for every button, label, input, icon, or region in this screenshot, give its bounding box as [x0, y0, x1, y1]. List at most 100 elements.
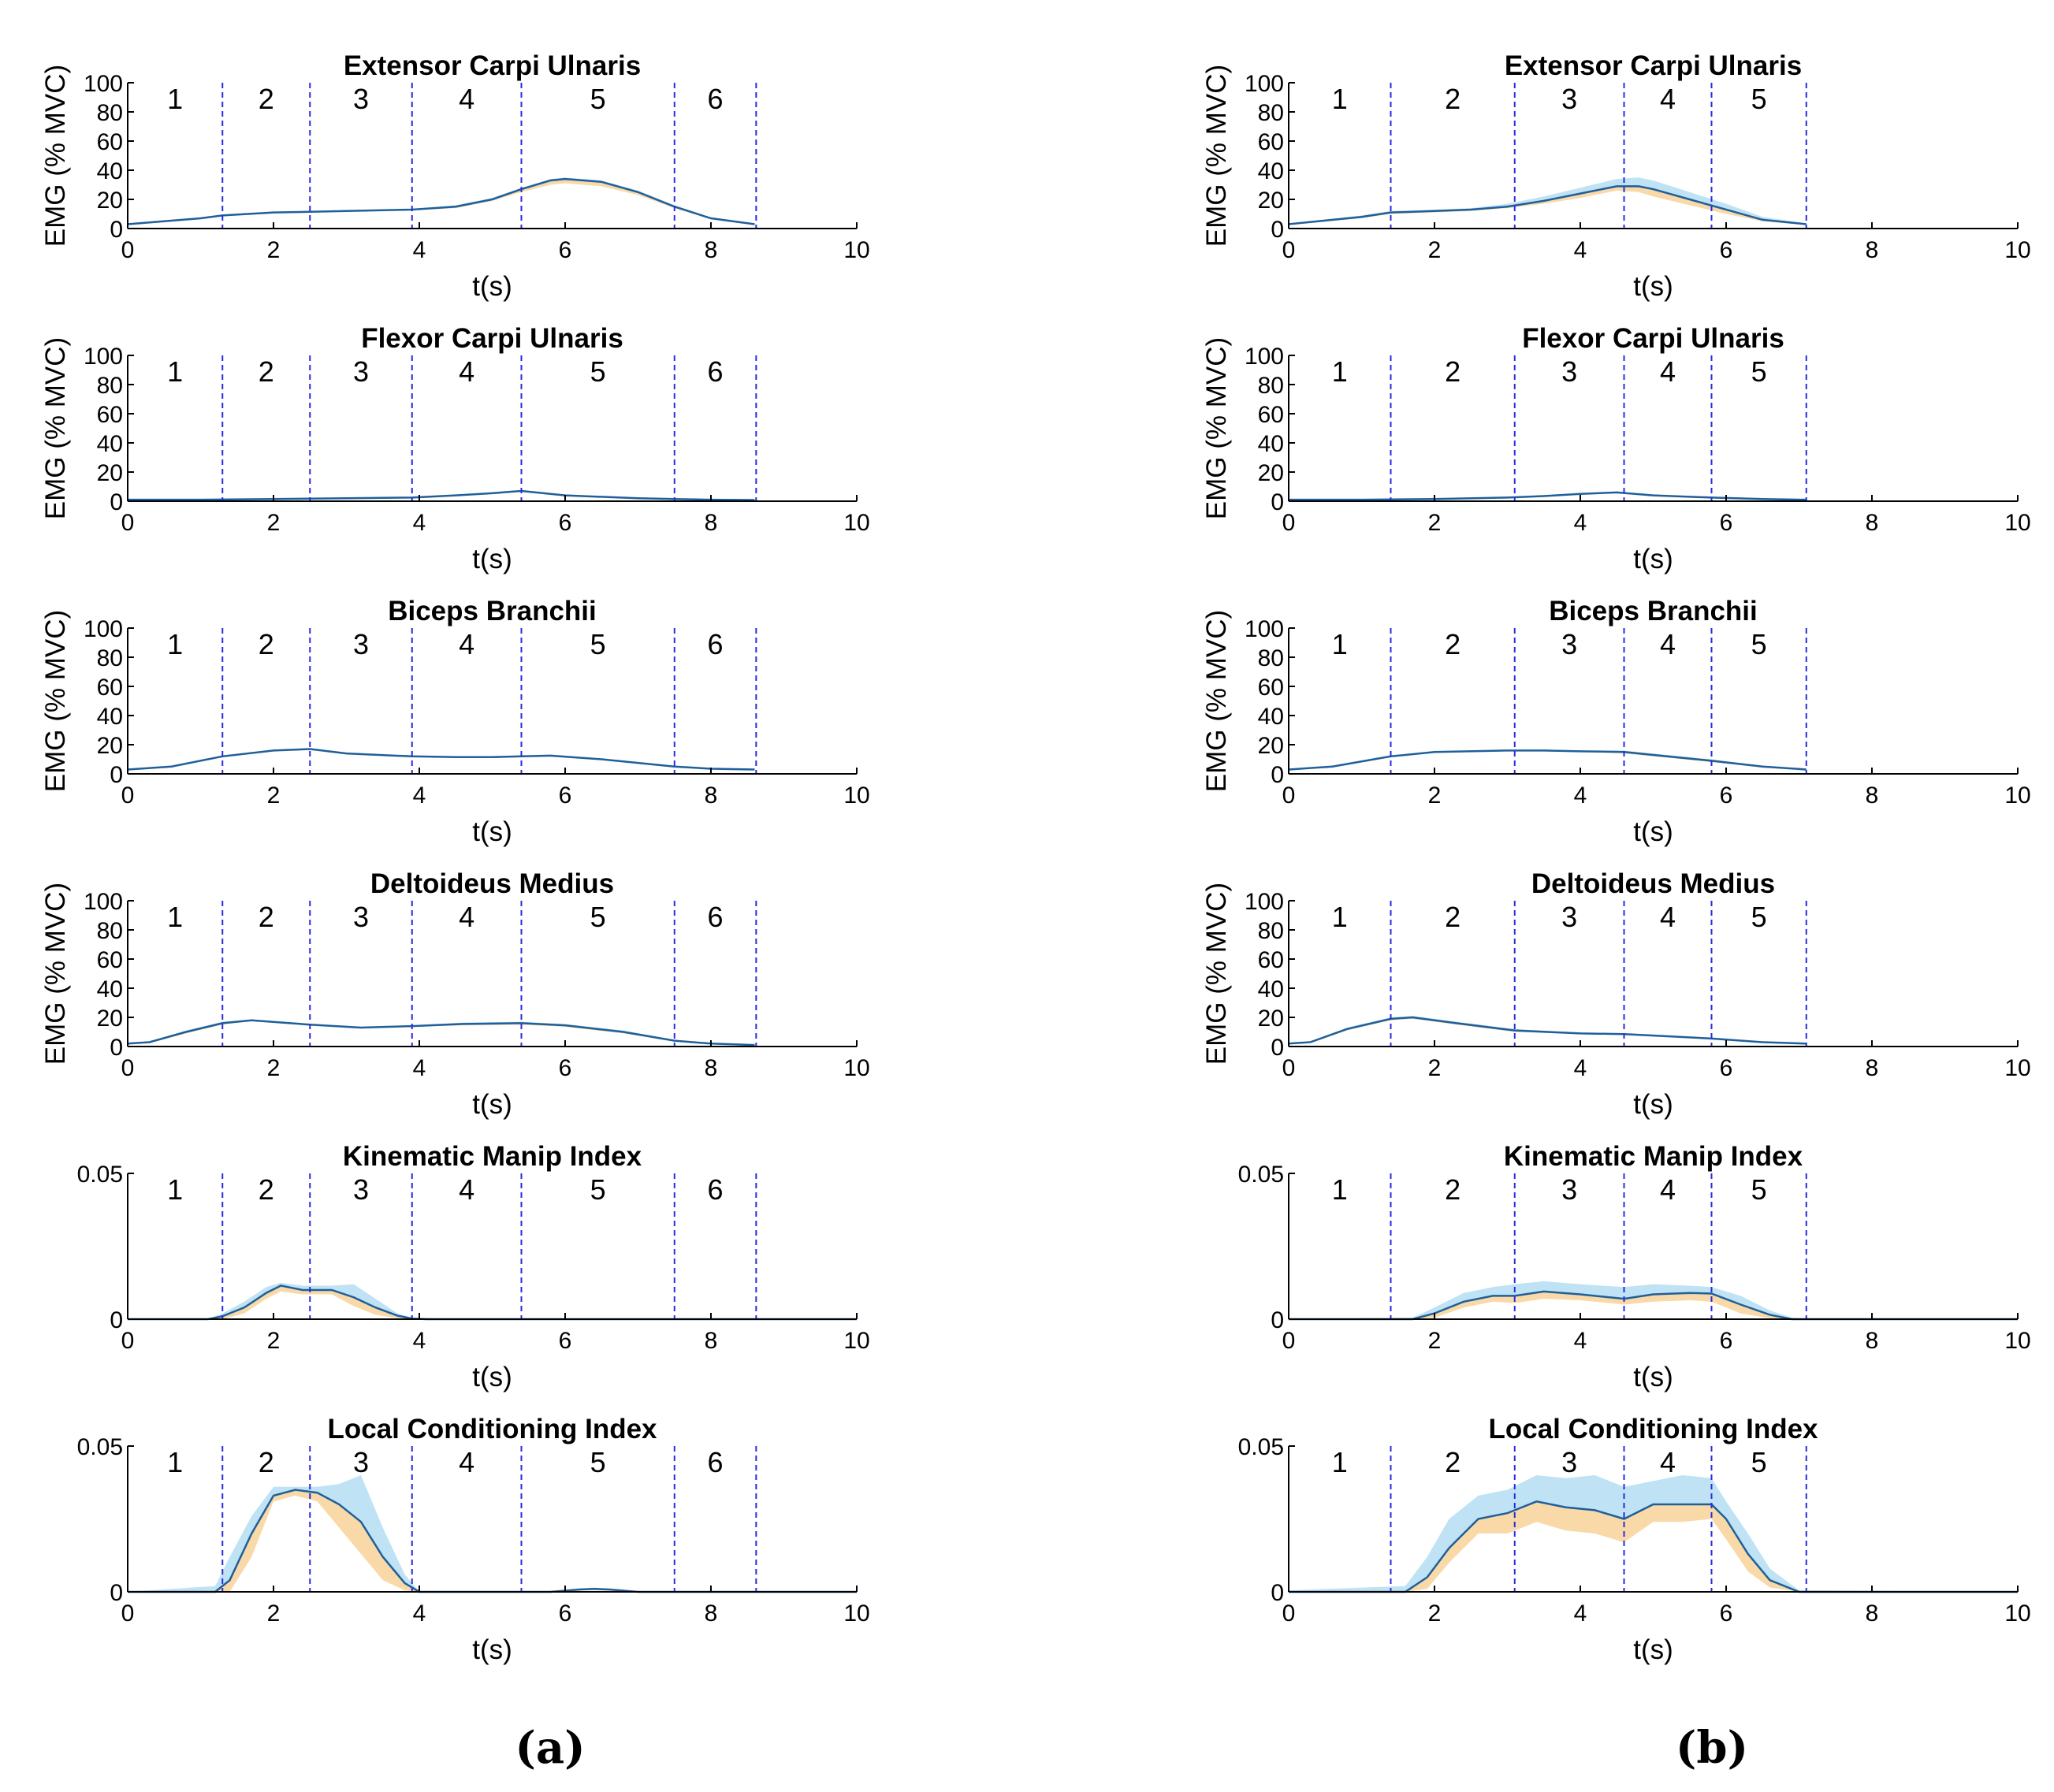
- y-axis-label: EMG (% MVC): [1201, 883, 1232, 1065]
- y-tick-label: 100: [1245, 344, 1284, 370]
- y-axis-label: EMG (% MVC): [40, 337, 71, 519]
- x-tick-label: 8: [1866, 510, 1879, 536]
- phase-label: 1: [1332, 901, 1348, 933]
- x-tick-label: 6: [1720, 783, 1733, 809]
- phase-label: 6: [708, 628, 724, 660]
- variability-band-lower: [1289, 1291, 2018, 1319]
- x-tick-label: 10: [843, 1328, 869, 1354]
- phase-label: 5: [590, 901, 606, 933]
- x-tick-label: 4: [413, 783, 426, 809]
- x-tick-label: 6: [559, 1328, 572, 1354]
- y-tick-label: 40: [1258, 976, 1284, 1002]
- y-tick-label: 80: [1258, 645, 1284, 671]
- y-tick-label: 0: [110, 1580, 123, 1606]
- x-tick-label: 0: [121, 510, 135, 536]
- y-tick-label: 0: [110, 762, 123, 788]
- y-tick-label: 0.05: [1238, 1162, 1284, 1188]
- x-tick-label: 4: [413, 1601, 426, 1627]
- y-tick-label: 20: [97, 733, 123, 759]
- x-axis-label: t(s): [1633, 271, 1673, 302]
- phase-label: 1: [167, 83, 183, 115]
- variability-band-upper: [1289, 1475, 2018, 1592]
- x-tick-label: 0: [1282, 510, 1296, 536]
- y-tick-label: 60: [1258, 675, 1284, 701]
- phase-label: 4: [459, 83, 474, 115]
- x-tick-label: 8: [1866, 1055, 1879, 1081]
- y-tick-label: 80: [1258, 918, 1284, 944]
- x-tick-label: 10: [2004, 783, 2030, 809]
- phase-label: 3: [1561, 1173, 1577, 1206]
- phase-label: 3: [1561, 83, 1577, 115]
- x-tick-label: 8: [705, 783, 718, 809]
- phase-label: 6: [708, 901, 724, 933]
- subplot-title: Deltoideus Medius: [1531, 868, 1775, 899]
- y-tick-label: 0: [1271, 1035, 1284, 1061]
- x-tick-label: 4: [413, 237, 426, 263]
- x-axis-label: t(s): [472, 271, 512, 302]
- x-axis-label: t(s): [1633, 544, 1673, 574]
- x-tick-label: 10: [843, 510, 869, 536]
- y-tick-label: 100: [1245, 889, 1284, 915]
- y-tick-label: 80: [97, 100, 123, 126]
- y-tick-label: 20: [1258, 1006, 1284, 1032]
- phase-label: 3: [1561, 901, 1577, 933]
- x-tick-label: 2: [1428, 237, 1442, 263]
- mean-line: [127, 177, 755, 225]
- x-tick-label: 2: [1428, 1328, 1442, 1354]
- phase-label: 2: [1445, 1446, 1460, 1478]
- phase-label: 6: [708, 1173, 724, 1206]
- x-tick-label: 2: [1428, 783, 1442, 809]
- x-tick-label: 10: [2004, 237, 2030, 263]
- y-tick-label: 60: [97, 947, 123, 973]
- panel-label-a: (a): [515, 1722, 585, 1774]
- x-tick-label: 0: [121, 783, 135, 809]
- y-tick-label: 80: [1258, 100, 1284, 126]
- phase-label: 4: [459, 355, 474, 388]
- y-tick-label: 40: [1258, 431, 1284, 457]
- x-tick-label: 0: [121, 1055, 135, 1081]
- phase-label: 5: [1751, 628, 1767, 660]
- phase-label: 1: [1332, 83, 1348, 115]
- y-tick-label: 80: [1258, 373, 1284, 399]
- x-tick-label: 4: [1574, 510, 1587, 536]
- x-tick-label: 0: [1282, 1601, 1296, 1627]
- subplot-title: Extensor Carpi Ulnaris: [1505, 50, 1802, 81]
- phase-label: 3: [1561, 355, 1577, 388]
- phase-label: 3: [353, 355, 369, 388]
- phase-label: 1: [1332, 355, 1348, 388]
- phase-label: 1: [1332, 1446, 1348, 1478]
- x-tick-label: 0: [121, 1601, 135, 1627]
- mean-line: [1288, 185, 1807, 225]
- y-tick-label: 100: [1245, 616, 1284, 642]
- x-tick-label: 0: [1282, 1055, 1296, 1081]
- phase-label: 4: [1660, 628, 1676, 660]
- variability-band-lower: [128, 1285, 857, 1319]
- y-tick-label: 60: [1258, 402, 1284, 428]
- x-tick-label: 8: [705, 510, 718, 536]
- y-tick-label: 20: [1258, 733, 1284, 759]
- phase-label: 2: [259, 628, 274, 660]
- y-tick-label: 80: [97, 645, 123, 671]
- x-tick-label: 8: [705, 1328, 718, 1354]
- y-tick-label: 0.05: [77, 1434, 123, 1460]
- y-tick-label: 100: [84, 616, 123, 642]
- y-tick-label: 0: [110, 1307, 123, 1333]
- x-tick-label: 8: [1866, 1328, 1879, 1354]
- panel-label-b: (b): [1676, 1722, 1748, 1774]
- phase-label: 1: [167, 901, 183, 933]
- y-axis-label: EMG (% MVC): [40, 610, 71, 792]
- y-tick-label: 0: [1271, 1307, 1284, 1333]
- x-tick-label: 2: [267, 510, 281, 536]
- y-tick-label: 20: [1258, 460, 1284, 486]
- x-tick-label: 2: [267, 783, 281, 809]
- phase-label: 2: [259, 1446, 274, 1478]
- y-tick-label: 40: [1258, 704, 1284, 730]
- x-tick-label: 2: [1428, 1055, 1442, 1081]
- phase-label: 1: [1332, 1173, 1348, 1206]
- variability-band-upper: [1289, 177, 1807, 225]
- x-tick-label: 4: [1574, 783, 1587, 809]
- phase-label: 2: [259, 83, 274, 115]
